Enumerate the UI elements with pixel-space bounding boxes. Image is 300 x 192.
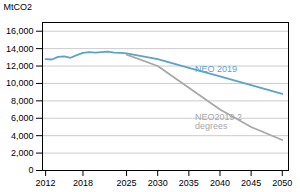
svg-text:12,000: 12,000: [6, 61, 34, 71]
svg-text:10,000: 10,000: [6, 78, 34, 88]
svg-text:MtCO2: MtCO2: [4, 2, 33, 12]
svg-text:2025: 2025: [117, 178, 137, 188]
svg-text:2012: 2012: [36, 178, 56, 188]
svg-text:2050: 2050: [272, 178, 292, 188]
svg-text:2040: 2040: [210, 178, 230, 188]
svg-text:2,000: 2,000: [11, 148, 34, 158]
svg-text:4,000: 4,000: [11, 131, 34, 141]
svg-text:6,000: 6,000: [11, 113, 34, 123]
svg-text:2030: 2030: [148, 178, 168, 188]
svg-text:14,000: 14,000: [6, 43, 34, 53]
svg-text:2035: 2035: [179, 178, 199, 188]
svg-text:2018: 2018: [73, 178, 93, 188]
svg-text:NEO 2019: NEO 2019: [195, 64, 237, 74]
svg-text:2045: 2045: [241, 178, 261, 188]
svg-text:8,000: 8,000: [11, 96, 34, 106]
svg-text:NEO2019 2degrees: NEO2019 2degrees: [195, 112, 242, 131]
svg-text:0: 0: [28, 165, 33, 175]
svg-text:16,000: 16,000: [6, 26, 34, 36]
